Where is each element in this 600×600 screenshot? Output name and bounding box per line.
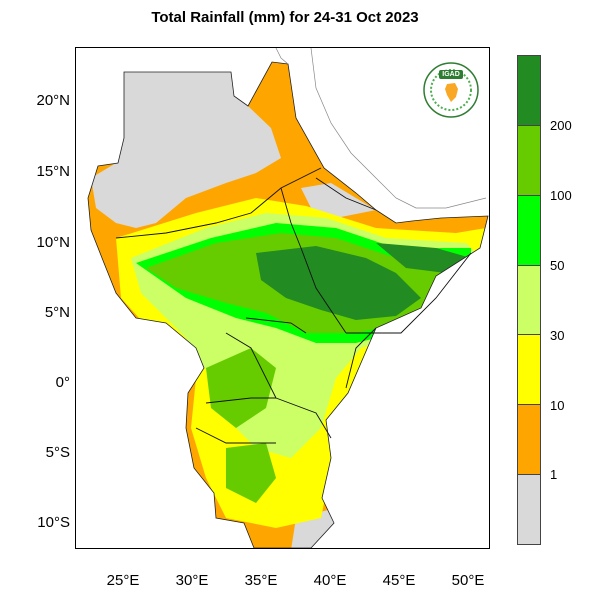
- country-borders: [115, 167, 472, 444]
- lat-tick-10n: 10°N: [36, 234, 70, 251]
- lat-tick-0: 0°: [55, 374, 70, 391]
- lon-tick-30e: 30°E: [175, 572, 209, 589]
- lon-tick-35e: 35°E: [244, 572, 278, 589]
- lon-tick-45e: 45°E: [382, 572, 416, 589]
- legend-label-100: 100: [550, 188, 572, 203]
- legend-label-30: 30: [550, 328, 565, 343]
- lon-tick-50e: 50°E: [451, 572, 485, 589]
- rainfall-map: [75, 47, 490, 549]
- no-rain-north: [91, 72, 281, 228]
- lat-tick-5s: 5°S: [45, 444, 70, 461]
- legend-swatch-5: [518, 124, 540, 195]
- legend-swatch-6: [518, 55, 540, 125]
- legend-label-200: 200: [550, 118, 572, 133]
- arabia-coast: [310, 48, 487, 209]
- legend-swatch-2: [518, 334, 540, 405]
- legend-label-1: 1: [550, 467, 558, 482]
- legend-swatch-4: [518, 194, 540, 265]
- lat-tick-15n: 15°N: [36, 163, 70, 180]
- legend-swatch-1: [518, 404, 540, 475]
- logo-text: IGAD: [442, 71, 460, 78]
- igad-logo: IGAD: [423, 62, 479, 118]
- rain-over-200-east: [376, 243, 471, 273]
- legend-swatch-0: [518, 474, 540, 544]
- lat-tick-5n: 5°N: [44, 304, 70, 321]
- lat-tick-20n: 20°N: [36, 92, 70, 109]
- sinai-coast: [275, 48, 289, 65]
- legend-label-10: 10: [550, 398, 565, 413]
- legend-label-50: 50: [550, 258, 565, 273]
- legend-colorbar: [517, 55, 541, 545]
- lat-tick-10s: 10°S: [37, 514, 70, 531]
- rain-100-200-tanzania: [226, 443, 276, 503]
- coastline: [87, 61, 489, 548]
- lon-tick-25e: 25°E: [106, 572, 140, 589]
- map-title: Total Rainfall (mm) for 24-31 Oct 2023: [151, 9, 419, 26]
- no-rain-eritrea-coast: [301, 183, 376, 218]
- lon-tick-40e: 40°E: [313, 572, 347, 589]
- rain-100-200-south: [206, 348, 276, 428]
- rain-over-200: [256, 246, 421, 320]
- legend-swatch-3: [518, 264, 540, 335]
